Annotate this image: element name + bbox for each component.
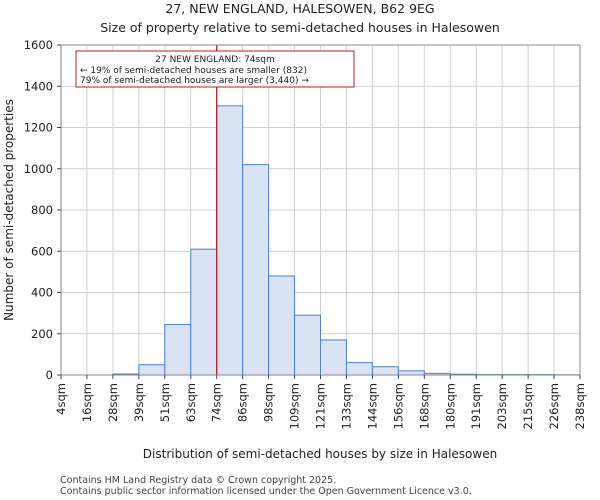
x-tick-label-121sqm: 121sqm [314,383,328,429]
bar-98sqm [268,275,296,376]
axes-layer [57,44,581,379]
bar-109sqm [294,314,321,376]
x-tick-label-98sqm: 98sqm [262,383,276,422]
x-tick-labels: 4sqm 16sqm 28sqm 39sqm 51sqm 63sqm 74sqm 86sqm 9… [54,383,587,429]
annotation-frame [75,50,355,88]
x-tick-label-238sqm: 238sqm [573,383,587,429]
x-axis-label: Distribution of semi-detached houses by … [143,447,497,461]
x-tick-label-180sqm: 180sqm [443,383,457,429]
bar-86sqm [242,164,270,376]
bar-39sqm [138,364,166,376]
x-tick-label-4sqm: 4sqm [54,383,68,415]
y-tick-label: 1200 [24,121,53,135]
x-tick-label-144sqm: 144sqm [365,383,379,429]
bar-63sqm [190,248,218,376]
x-tick-label-51sqm: 51sqm [158,383,172,422]
x-tick-label-203sqm: 203sqm [495,383,509,429]
y-tick-labels: 0 200 400 600 800 1000 1200 1400 1600 [24,38,53,382]
x-tick-label-133sqm: 133sqm [339,383,353,429]
bar-133sqm [345,362,373,376]
bar-121sqm [320,339,347,376]
y-tick-label: 200 [31,327,53,341]
footer-line-2: Contains public sector information licen… [60,486,472,497]
annotation-line-3: 79% of semi-detached houses are larger (… [80,76,309,86]
y-axis-label: Number of semi-detached properties [2,99,16,321]
bar-51sqm [164,323,192,376]
x-tick-label-226sqm: 226sqm [547,383,561,429]
y-tick-label: 0 [46,368,53,382]
x-tick-label-74sqm: 74sqm [210,383,224,422]
x-tick-label-191sqm: 191sqm [469,383,483,429]
x-tick-label-156sqm: 156sqm [391,383,405,429]
footer-line-1: Contains HM Land Registry data © Crown c… [60,475,336,486]
y-tick-label: 1400 [24,79,53,93]
y-tick-label: 600 [31,244,53,258]
x-tick-label-63sqm: 63sqm [184,383,198,422]
y-tick-label: 400 [31,286,53,300]
x-tick-label-86sqm: 86sqm [236,383,250,422]
chart-subtitle: Size of property relative to semi-detach… [100,20,500,35]
bar-156sqm [397,370,425,376]
annotation-box: 27 NEW ENGLAND: 74sqm ← 19% of semi-deta… [75,50,355,88]
annotation-line-2: ← 19% of semi-detached houses are smalle… [80,66,307,76]
y-tick-label: 1000 [24,162,53,176]
y-tick-label: 1600 [24,38,53,52]
x-tick-label-215sqm: 215sqm [521,383,535,429]
x-tick-label-109sqm: 109sqm [288,383,302,429]
x-tick-label-168sqm: 168sqm [417,383,431,429]
bar-74sqm [216,105,244,376]
annotation-line-1: 27 NEW ENGLAND: 74sqm [155,55,274,65]
chart-title: 27, NEW ENGLAND, HALESOWEN, B62 9EG [165,1,434,16]
bar-144sqm [371,366,399,376]
x-tick-label-16sqm: 16sqm [80,383,94,422]
y-tick-label: 800 [31,203,53,217]
x-tick-label-28sqm: 28sqm [106,383,120,422]
x-tick-label-39sqm: 39sqm [132,383,146,422]
